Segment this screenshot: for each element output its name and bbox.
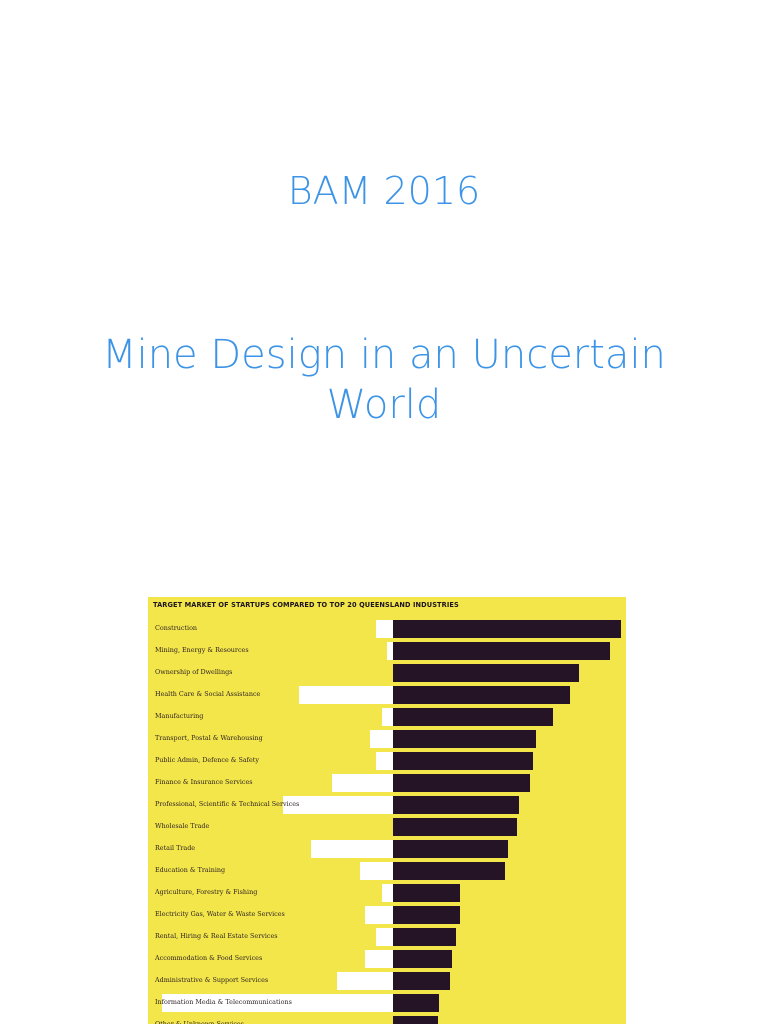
category-label: Administrative & Support Services (155, 976, 269, 984)
startup-bar (311, 840, 393, 858)
chart-row: Finance & Insurance Services (148, 773, 626, 793)
industry-bar (393, 664, 579, 682)
category-label: Information Media & Telecommunications (155, 998, 292, 1006)
startup-bar (387, 642, 393, 660)
industry-bar (393, 708, 553, 726)
startup-bar (376, 620, 393, 638)
industry-bar (393, 928, 456, 946)
category-label: Education & Training (155, 866, 226, 874)
chart-row: Health Care & Social Assistance (148, 685, 626, 705)
startup-bar (360, 862, 393, 880)
industry-bar (393, 972, 450, 990)
industry-bar (393, 620, 621, 638)
category-label: Electricity Gas, Water & Waste Services (155, 910, 285, 918)
industry-bar-chart: TARGET MARKET OF STARTUPS COMPARED TO TO… (148, 597, 626, 1024)
category-label: Wholesale Trade (155, 822, 210, 830)
chart-title: TARGET MARKET OF STARTUPS COMPARED TO TO… (153, 601, 459, 609)
industry-bar (393, 840, 508, 858)
chart-row: Education & Training (148, 861, 626, 881)
category-label: Other & Unknown Services (155, 1020, 244, 1024)
category-label: Professional, Scientific & Technical Ser… (155, 800, 300, 808)
chart-row: Accommodation & Food Services (148, 949, 626, 969)
category-label: Mining, Energy & Resources (155, 646, 249, 654)
slide-subtitle-line-2: World (326, 382, 442, 428)
industry-bar (393, 906, 460, 924)
chart-row: Professional, Scientific & Technical Ser… (148, 795, 626, 815)
startup-bar (283, 796, 393, 814)
industry-bar (393, 884, 460, 902)
category-label: Agriculture, Forestry & Fishing (155, 888, 258, 896)
industry-bar (393, 818, 517, 836)
slide-subtitle: Mine Design in an Uncertain World (0, 330, 768, 430)
slide-subtitle-line-1: Mine Design in an Uncertain (102, 332, 666, 378)
startup-bar (337, 972, 393, 990)
chart-row: Administrative & Support Services (148, 971, 626, 991)
industry-bar (393, 774, 530, 792)
startup-bar (365, 950, 393, 968)
chart-row: Ownership of Dwellings (148, 663, 626, 683)
chart-row: Electricity Gas, Water & Waste Services (148, 905, 626, 925)
industry-bar (393, 730, 536, 748)
startup-bar (332, 774, 393, 792)
category-label: Ownership of Dwellings (155, 668, 233, 676)
industry-bar (393, 1016, 438, 1024)
industry-bar (393, 994, 439, 1012)
category-label: Accommodation & Food Services (155, 954, 263, 962)
chart-row: Construction (148, 619, 626, 639)
category-label: Public Admin, Defence & Safety (155, 756, 259, 764)
startup-bar (299, 686, 393, 704)
category-label: Transport, Postal & Warehousing (155, 734, 263, 742)
startup-bar (382, 884, 393, 902)
chart-row: Other & Unknown Services (148, 1015, 626, 1024)
chart-row: Transport, Postal & Warehousing (148, 729, 626, 749)
category-label: Finance & Insurance Services (155, 778, 253, 786)
chart-row: Wholesale Trade (148, 817, 626, 837)
category-label: Retail Trade (155, 844, 196, 852)
chart-row: Agriculture, Forestry & Fishing (148, 883, 626, 903)
industry-bar (393, 752, 533, 770)
slide-title: BAM 2016 (287, 169, 481, 213)
industry-bar (393, 642, 610, 660)
chart-row: Public Admin, Defence & Safety (148, 751, 626, 771)
industry-bar (393, 796, 519, 814)
chart-row: Retail Trade (148, 839, 626, 859)
startup-bar (365, 906, 393, 924)
startup-bar (376, 752, 393, 770)
startup-bar (376, 928, 393, 946)
category-label: Manufacturing (155, 712, 204, 720)
category-label: Health Care & Social Assistance (155, 690, 261, 698)
category-label: Construction (155, 624, 198, 632)
startup-bar (382, 708, 393, 726)
industry-bar (393, 686, 570, 704)
chart-row: Rental, Hiring & Real Estate Services (148, 927, 626, 947)
startup-bar (162, 994, 393, 1012)
category-label: Rental, Hiring & Real Estate Services (155, 932, 278, 940)
startup-bar (370, 730, 393, 748)
chart-row: Manufacturing (148, 707, 626, 727)
industry-bar (393, 950, 452, 968)
industry-bar (393, 862, 505, 880)
chart-row: Mining, Energy & Resources (148, 641, 626, 661)
chart-row: Information Media & Telecommunications (148, 993, 626, 1013)
